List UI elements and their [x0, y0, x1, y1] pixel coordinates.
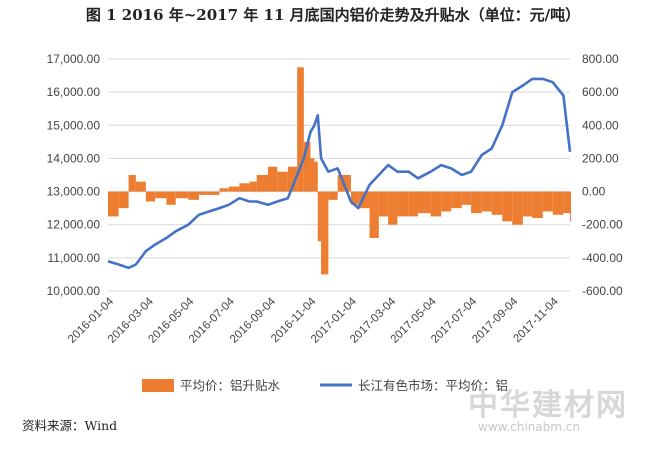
- premium-bar: [228, 186, 240, 192]
- right-tick-label: 200.00: [582, 151, 619, 165]
- premium-bar: [287, 166, 298, 192]
- left-tick-label: 14,000.00: [47, 151, 101, 165]
- premium-bar: [277, 171, 288, 192]
- left-tick-label: 13,000.00: [47, 185, 101, 199]
- premium-bar: [417, 191, 431, 214]
- premium-bar: [108, 191, 119, 217]
- premium-bar: [297, 67, 304, 192]
- right-tick-label: 400.00: [582, 118, 619, 132]
- premium-bar: [118, 191, 129, 209]
- premium-bar: [441, 191, 452, 212]
- premium-bar: [249, 181, 257, 192]
- premium-bar: [542, 191, 553, 212]
- premium-bar: [369, 191, 379, 238]
- premium-bar: [198, 191, 209, 195]
- right-tick-label: 0.00: [582, 185, 606, 199]
- premium-bar: [328, 191, 338, 200]
- premium-bar: [563, 191, 570, 214]
- right-tick-label: 600.00: [582, 85, 619, 99]
- left-tick-label: 17,000.00: [47, 52, 101, 66]
- premium-bar: [522, 191, 533, 217]
- source-note: 资料来源：Wind: [22, 418, 118, 433]
- premium-bar: [256, 175, 268, 192]
- right-tick-label: -600.00: [582, 284, 623, 298]
- premium-bar: [135, 181, 146, 192]
- premium-bar: [397, 191, 409, 217]
- right-axis-ticks: -600.00 -400.00 -200.00 0.00 200.00 400.00 600…: [582, 52, 623, 298]
- watermark-logo-text: 中华建材网: [468, 388, 628, 423]
- premium-bar: [451, 191, 462, 209]
- premium-bar: [461, 191, 472, 205]
- premium-bar: [239, 183, 250, 192]
- premium-bar: [552, 191, 564, 215]
- premium-bar: [310, 158, 315, 192]
- premium-bar: [188, 191, 199, 200]
- premium-bar: [166, 191, 176, 205]
- left-axis-ticks: 10,000.00 11,000.00 12,000.00 13,000.00 14,0…: [47, 52, 101, 298]
- premium-bar: [155, 191, 167, 199]
- right-tick-label: -200.00: [582, 218, 623, 232]
- left-tick-label: 12,000.00: [47, 218, 101, 232]
- premium-bar: [532, 191, 543, 219]
- premium-bar: [128, 175, 136, 192]
- x-axis-ticks: 2016-01-042016-03-042016-05-042016-07-04…: [66, 295, 561, 346]
- premium-bar: [430, 191, 442, 217]
- premium-bar: [471, 191, 482, 214]
- premium-bar: [378, 191, 389, 217]
- watermark-url: www.chinabm.cn: [478, 420, 580, 434]
- legend: 平均价：铝升贴水 长江有色市场：平均价：铝: [142, 378, 508, 393]
- left-tick-label: 10,000.00: [47, 284, 101, 298]
- premium-bar: [175, 191, 189, 199]
- premium-bar: [303, 141, 311, 192]
- premium-bar: [267, 166, 278, 192]
- left-tick-label: 15,000.00: [47, 118, 101, 132]
- premium-bar: [321, 191, 329, 275]
- line-series-price: [107, 77, 572, 270]
- premium-bar: [481, 191, 492, 212]
- legend-label-line: 长江有色市场：平均价：铝: [358, 378, 508, 393]
- premium-bar: [512, 191, 523, 225]
- right-tick-label: 800.00: [582, 52, 619, 66]
- premium-bar: [317, 191, 322, 242]
- premium-bar: [219, 188, 229, 192]
- premium-bar: [145, 191, 156, 202]
- legend-label-bar: 平均价：铝升贴水: [180, 378, 281, 393]
- premium-bar: [388, 191, 398, 225]
- price-line: [107, 77, 572, 270]
- premium-bar: [408, 191, 418, 217]
- premium-bar: [502, 191, 513, 222]
- chart-title: 图 1 2016 年~2017 年 11 月底国内铝价走势及升贴水（单位：元/吨…: [85, 6, 581, 24]
- bar-series-premium: [108, 67, 571, 275]
- premium-bar: [570, 191, 571, 222]
- premium-bar: [491, 191, 503, 215]
- premium-bar: [314, 161, 318, 192]
- left-tick-label: 16,000.00: [47, 85, 101, 99]
- legend-swatch-bar: [142, 379, 174, 392]
- premium-bar: [208, 191, 220, 195]
- right-tick-label: -400.00: [582, 251, 623, 265]
- premium-bar: [350, 191, 359, 205]
- premium-bar: [358, 191, 370, 209]
- left-tick-label: 11,000.00: [48, 251, 101, 265]
